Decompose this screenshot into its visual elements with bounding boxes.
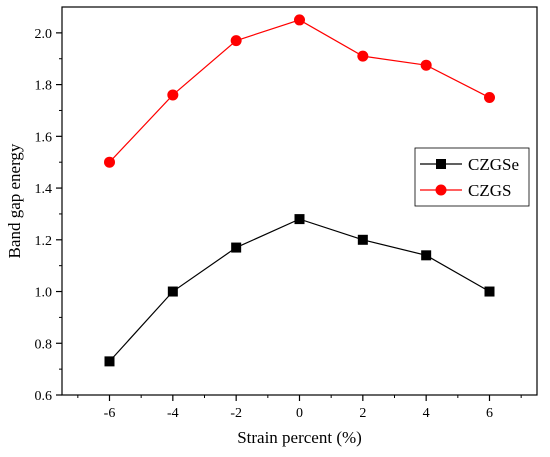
legend-label: CZGS bbox=[468, 181, 511, 200]
x-tick-label: -4 bbox=[167, 406, 179, 421]
data-point bbox=[104, 156, 115, 168]
x-tick-label: 0 bbox=[296, 406, 303, 421]
y-tick-label: 0.6 bbox=[35, 389, 53, 404]
series-line bbox=[109, 19, 490, 163]
x-tick-label: 4 bbox=[423, 406, 430, 421]
y-tick-label: 1.6 bbox=[35, 130, 53, 145]
data-point bbox=[484, 92, 495, 104]
x-tick-label: -6 bbox=[104, 406, 116, 421]
data-point bbox=[421, 250, 432, 261]
data-point bbox=[357, 234, 368, 245]
data-point bbox=[294, 14, 305, 26]
legend-item: CZGSe bbox=[420, 155, 519, 174]
legend-marker bbox=[436, 159, 446, 169]
data-point bbox=[167, 89, 179, 101]
legend-marker bbox=[435, 184, 447, 196]
series-czgse bbox=[104, 214, 495, 367]
data-point bbox=[294, 214, 305, 225]
x-tick-label: 2 bbox=[359, 406, 366, 421]
data-point bbox=[167, 286, 178, 297]
y-tick-label: 0.8 bbox=[35, 337, 53, 352]
legend-label: CZGSe bbox=[468, 155, 519, 174]
data-point bbox=[420, 59, 432, 71]
legend-item: CZGS bbox=[420, 181, 511, 200]
series-czgs bbox=[104, 14, 495, 168]
series-line bbox=[109, 218, 490, 362]
x-tick-label: 6 bbox=[486, 406, 493, 421]
data-point bbox=[231, 242, 242, 253]
x-axis-title: Strain percent (%) bbox=[237, 428, 362, 447]
data-point bbox=[357, 50, 369, 62]
legend: CZGSe CZGS bbox=[414, 147, 530, 207]
y-axis-title: Band gap energy bbox=[5, 143, 24, 258]
legend-box bbox=[414, 147, 530, 207]
y-tick-label: 1.0 bbox=[35, 286, 53, 301]
data-point bbox=[230, 35, 242, 47]
y-axis: 0.6 0.8 1.0 1.2 1.4 1.6 1.8 2.0 bbox=[35, 27, 62, 404]
data-point bbox=[104, 356, 115, 367]
y-tick-label: 1.8 bbox=[35, 79, 53, 94]
x-axis: -6 -4 -2 0 2 4 6 bbox=[77, 395, 522, 421]
data-point bbox=[484, 286, 495, 297]
y-tick-label: 2.0 bbox=[35, 27, 53, 42]
y-tick-label: 1.4 bbox=[35, 182, 53, 197]
series-layer bbox=[104, 14, 495, 367]
y-tick-label: 1.2 bbox=[35, 234, 53, 249]
x-tick-label: -2 bbox=[230, 406, 242, 421]
